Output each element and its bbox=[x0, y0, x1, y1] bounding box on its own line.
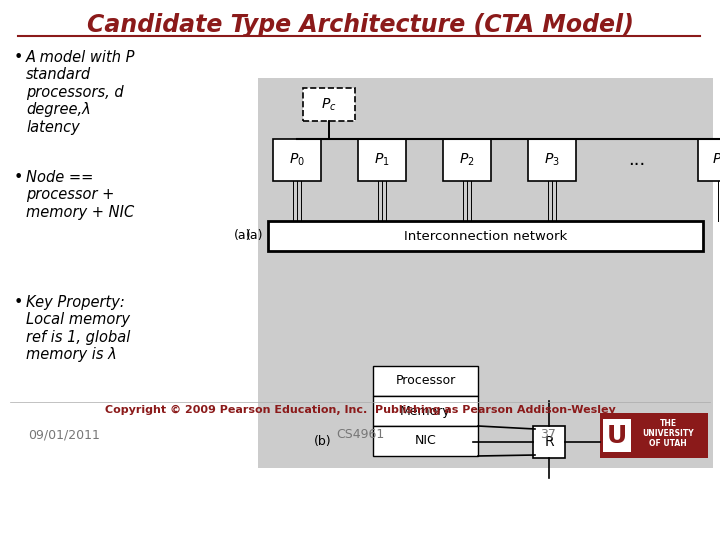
Text: U: U bbox=[607, 424, 627, 448]
Text: 37: 37 bbox=[540, 428, 556, 441]
Bar bbox=[373, 426, 478, 456]
Text: Candidate Type Architecture (CTA Model): Candidate Type Architecture (CTA Model) bbox=[86, 13, 634, 37]
Text: $P_c$: $P_c$ bbox=[321, 96, 337, 113]
Bar bbox=[528, 139, 576, 181]
Bar bbox=[258, 78, 713, 468]
Text: Memory: Memory bbox=[400, 404, 451, 417]
Text: THE: THE bbox=[660, 420, 677, 429]
Bar bbox=[373, 396, 478, 426]
Bar bbox=[443, 139, 491, 181]
Bar bbox=[273, 139, 321, 181]
Bar bbox=[600, 413, 708, 458]
Text: Node ==
processor +
memory + NIC: Node == processor + memory + NIC bbox=[26, 170, 134, 220]
Text: UNIVERSITY: UNIVERSITY bbox=[642, 429, 694, 438]
Text: •: • bbox=[14, 50, 23, 65]
Bar bbox=[698, 139, 720, 181]
Text: Copyright © 2009 Pearson Education, Inc.  Publishing as Pearson Addison-Wesley: Copyright © 2009 Pearson Education, Inc.… bbox=[104, 405, 616, 415]
Bar bbox=[603, 419, 631, 452]
Text: A model with P
standard
processors, d
degree,λ
latency: A model with P standard processors, d de… bbox=[26, 50, 135, 134]
Text: •: • bbox=[14, 295, 23, 310]
Text: Key Property:
Local memory
ref is 1, global
memory is λ: Key Property: Local memory ref is 1, glo… bbox=[26, 295, 130, 362]
Text: $P_0$: $P_0$ bbox=[289, 152, 305, 168]
Text: (a): (a) bbox=[233, 230, 251, 242]
Text: $P_1$: $P_1$ bbox=[374, 152, 390, 168]
FancyBboxPatch shape bbox=[303, 88, 355, 121]
Text: R: R bbox=[544, 435, 554, 449]
Text: $P_3$: $P_3$ bbox=[544, 152, 560, 168]
Bar bbox=[533, 426, 565, 458]
Text: 09/01/2011: 09/01/2011 bbox=[28, 428, 100, 441]
Text: (b): (b) bbox=[314, 435, 332, 449]
Text: $P_m$: $P_m$ bbox=[712, 152, 720, 168]
Bar bbox=[373, 366, 478, 396]
Text: Processor: Processor bbox=[395, 375, 456, 388]
Text: (a): (a) bbox=[246, 230, 263, 242]
Text: OF UTAH: OF UTAH bbox=[649, 440, 687, 449]
Text: NIC: NIC bbox=[415, 435, 436, 448]
Text: $P_2$: $P_2$ bbox=[459, 152, 474, 168]
Text: ...: ... bbox=[629, 151, 646, 169]
Text: •: • bbox=[14, 170, 23, 185]
Text: Interconnection network: Interconnection network bbox=[404, 230, 567, 242]
Bar bbox=[268, 221, 703, 251]
Text: CS4961: CS4961 bbox=[336, 428, 384, 441]
Bar bbox=[358, 139, 406, 181]
